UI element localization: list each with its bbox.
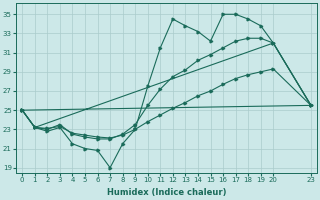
X-axis label: Humidex (Indice chaleur): Humidex (Indice chaleur): [107, 188, 226, 197]
